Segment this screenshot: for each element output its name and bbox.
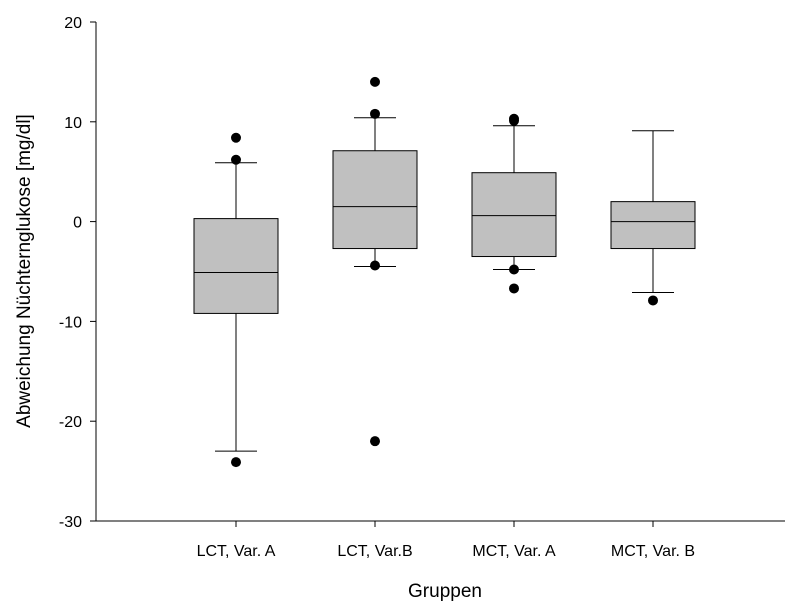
- iqr-box: [332, 150, 418, 250]
- plot-area: [95, 22, 785, 522]
- box-2: [332, 76, 418, 447]
- y-tick-label: 20: [64, 15, 82, 32]
- outlier-point: [370, 260, 380, 271]
- y-tick-label: -20: [59, 414, 82, 431]
- outlier-point: [509, 283, 519, 294]
- outlier-point: [370, 436, 380, 447]
- iqr-box: [610, 201, 696, 250]
- outlier-point: [231, 457, 241, 468]
- x-tick-label: MCT, Var. B: [611, 543, 695, 560]
- x-axis-ticks: LCT, Var. A LCT, Var.B MCT, Var. A MCT, Var…: [197, 521, 695, 560]
- y-axis-ticks: -30 -20 -10 0 10 20: [59, 15, 96, 531]
- outlier-point: [370, 108, 380, 119]
- outlier-point: [231, 132, 241, 143]
- iqr-box: [193, 218, 279, 314]
- y-tick-label: 10: [64, 115, 82, 132]
- outlier-point: [370, 76, 380, 87]
- box-series: [193, 76, 696, 468]
- box-4: [610, 130, 696, 306]
- iqr-box: [471, 172, 557, 258]
- x-axis-label: Gruppen: [408, 581, 482, 602]
- box-3: [471, 113, 557, 294]
- x-tick-label: LCT, Var.B: [337, 543, 412, 560]
- y-tick-label: -10: [59, 314, 82, 331]
- x-tick-label: LCT, Var. A: [197, 543, 276, 560]
- y-tick-label: 0: [73, 215, 82, 232]
- box-1: [193, 132, 279, 468]
- outlier-point: [648, 295, 658, 306]
- outlier-point: [509, 113, 519, 124]
- y-axis-label: Abweichung Nüchternglukose [mg/dl]: [14, 114, 35, 428]
- y-tick-label: -30: [59, 514, 82, 531]
- x-tick-label: MCT, Var. A: [472, 543, 556, 560]
- outlier-point: [231, 154, 241, 165]
- outlier-point: [509, 264, 519, 275]
